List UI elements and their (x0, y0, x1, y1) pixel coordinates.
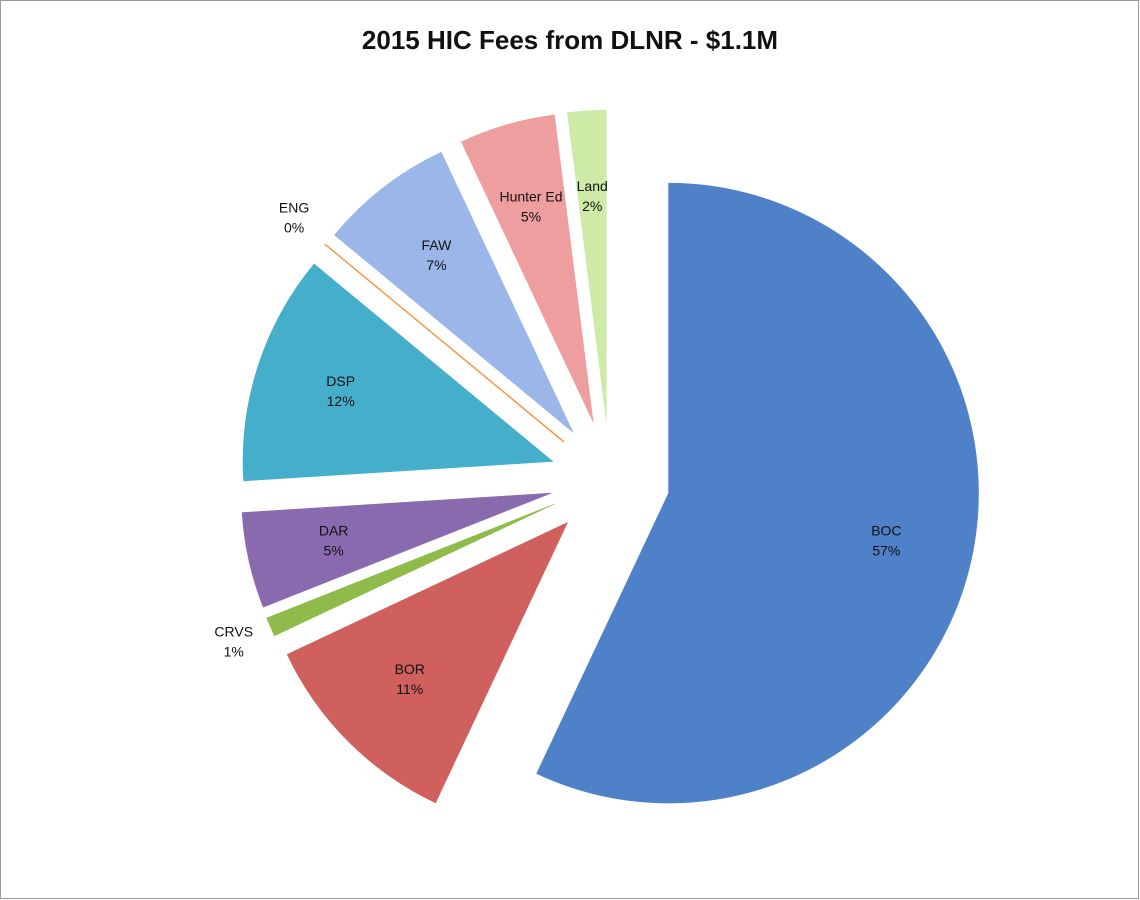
pie-slice (567, 109, 607, 421)
slice-label: BOR (395, 661, 425, 677)
slice-value-label: 12% (327, 393, 355, 409)
slice-label: DSP (326, 373, 355, 389)
pie-slice (266, 503, 556, 637)
slice-value-label: 2% (582, 198, 602, 214)
pie-slice (241, 492, 552, 608)
slice-label: BOC (871, 522, 901, 538)
slice-value-label: 5% (324, 542, 344, 558)
slice-label: Hunter Ed (499, 189, 562, 205)
slice-label: ENG (279, 199, 309, 215)
slice-value-label: 1% (224, 644, 244, 660)
slice-value-label: 0% (284, 219, 304, 235)
slice-label: DAR (319, 522, 349, 538)
chart-title: 2015 HIC Fees from DLNR - $1.1M (362, 25, 778, 55)
pie-slice (334, 151, 574, 433)
pie-slice (536, 182, 979, 804)
pie-slice (286, 521, 569, 804)
pie-slice (324, 243, 565, 443)
pie-slice (460, 114, 594, 423)
pie-slice (242, 263, 554, 482)
slice-value-label: 7% (426, 257, 446, 273)
slice-value-label: 57% (872, 542, 900, 558)
slice-value-label: 5% (521, 209, 541, 225)
slice-label: FAW (422, 237, 453, 253)
slice-label: Land (577, 178, 608, 194)
slice-value-label: 11% (396, 681, 423, 697)
slice-label: CRVS (214, 624, 253, 640)
